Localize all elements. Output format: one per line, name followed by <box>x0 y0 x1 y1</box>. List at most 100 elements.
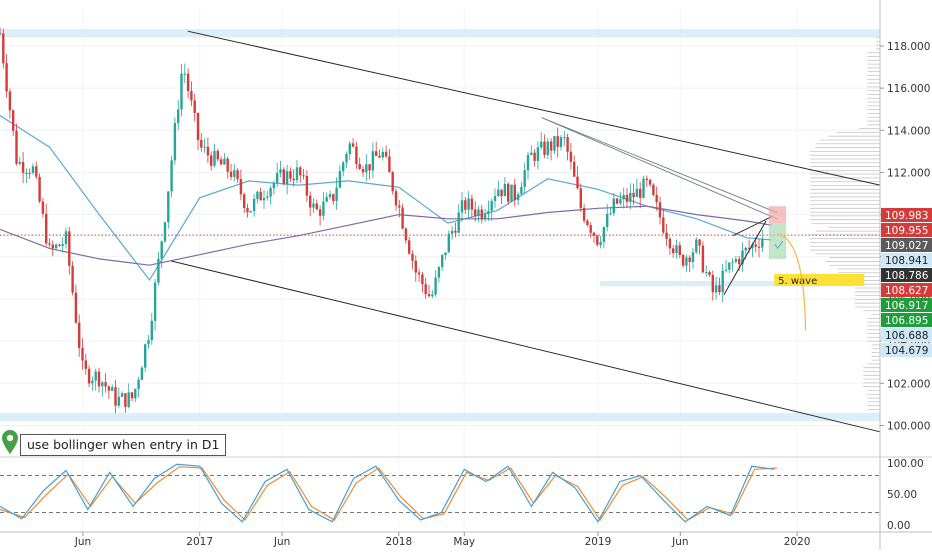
candle-body <box>576 176 579 189</box>
price-badge-label: 106.917 <box>885 300 928 312</box>
candle-body <box>457 212 460 233</box>
candle-body <box>602 227 606 242</box>
y-tick-label: 102.000 <box>887 378 930 390</box>
candle-body <box>441 254 444 268</box>
candle-body <box>345 153 348 163</box>
candle-body <box>68 231 71 266</box>
candle-body <box>635 188 639 198</box>
trendline-fan-2 <box>541 117 778 213</box>
candle-body <box>167 191 170 223</box>
candle-body <box>18 161 21 164</box>
candle-body <box>252 198 256 212</box>
candle-body <box>71 265 74 293</box>
candle-body <box>421 274 424 285</box>
candle-body <box>163 222 167 242</box>
price-badge-label: 108.941 <box>885 255 928 267</box>
candle-body <box>417 272 421 275</box>
candle-body <box>526 155 530 171</box>
candle-body <box>533 152 536 161</box>
candle-body <box>589 225 592 233</box>
candle-body <box>540 141 543 148</box>
x-tick-label: 2019 <box>585 536 612 548</box>
candle-body <box>691 252 695 262</box>
candle-body <box>256 191 259 199</box>
candle-body <box>31 166 35 173</box>
candle-body <box>662 217 665 233</box>
candle-body <box>144 344 147 368</box>
map-pin-icon[interactable] <box>2 430 18 454</box>
candle-body <box>130 392 134 399</box>
candle-body <box>688 257 691 262</box>
candle-body <box>530 152 533 156</box>
candle-body <box>632 192 635 198</box>
x-tick-label: Jun <box>273 536 290 548</box>
candle-body <box>569 151 573 162</box>
candle-body <box>81 347 84 361</box>
trendline-wedge-resistance <box>732 216 772 237</box>
candle-body <box>437 267 441 278</box>
note-annotation[interactable]: use bollinger when entry in D1 <box>20 434 227 456</box>
candle-body <box>259 191 262 201</box>
candle-body <box>292 178 295 181</box>
candle-body <box>414 260 417 273</box>
moving-averages <box>0 114 880 282</box>
candle-body <box>302 175 305 177</box>
price-zones <box>0 29 880 422</box>
candle-body <box>754 244 757 247</box>
candle-body <box>411 253 414 261</box>
candle-body <box>450 230 454 234</box>
candle-body <box>761 238 764 248</box>
candle-body <box>734 259 738 262</box>
stoch-tick-label: 50.00 <box>887 489 917 501</box>
candle-body <box>111 387 114 391</box>
check-icon <box>774 240 784 249</box>
price-badge <box>881 252 932 267</box>
candle-body <box>622 194 625 200</box>
candle-body <box>398 205 401 208</box>
candle-body <box>140 367 144 380</box>
stoch-d-line <box>0 466 777 522</box>
candle-body <box>328 194 332 198</box>
trendlines <box>171 30 881 433</box>
candle-body <box>553 136 556 151</box>
candle-body <box>322 201 325 216</box>
volume-profile <box>810 37 880 410</box>
candle-body <box>190 91 193 101</box>
candle-body <box>497 189 500 197</box>
candle-body <box>200 139 203 148</box>
chart-background <box>0 8 880 528</box>
candle-body <box>599 241 602 245</box>
candle-body <box>701 245 705 273</box>
candle-body <box>708 272 711 276</box>
candle-body <box>266 196 269 198</box>
x-tick-label: 2018 <box>385 536 412 548</box>
price-badge-label: 106.688 <box>885 330 928 342</box>
candle-body <box>606 213 609 228</box>
candle-body <box>361 168 365 173</box>
candle-body <box>394 191 398 206</box>
candle-body <box>434 277 437 295</box>
candle-body <box>668 238 672 249</box>
candle-body <box>513 184 516 201</box>
price-badge-label: 108.786 <box>885 270 929 282</box>
candle-body <box>134 389 137 399</box>
candle-body <box>38 176 41 202</box>
price-badge <box>881 282 932 297</box>
candle-body <box>276 172 279 183</box>
candle-body <box>675 245 678 254</box>
candle-body <box>642 178 645 198</box>
projection-curve <box>778 233 807 331</box>
candle-body <box>563 137 566 139</box>
candle-body <box>124 393 127 407</box>
candle-body <box>87 368 91 384</box>
candle-body <box>365 164 368 173</box>
stoch-k-line <box>0 463 775 523</box>
trendline-wedge-support <box>723 220 767 296</box>
candle-body <box>629 192 632 202</box>
price-badge-label: 108.627 <box>885 285 928 297</box>
y-tick-label: 116.000 <box>887 83 930 95</box>
candle-body <box>516 194 520 201</box>
candle-body <box>685 257 688 266</box>
candle-body <box>464 200 467 210</box>
